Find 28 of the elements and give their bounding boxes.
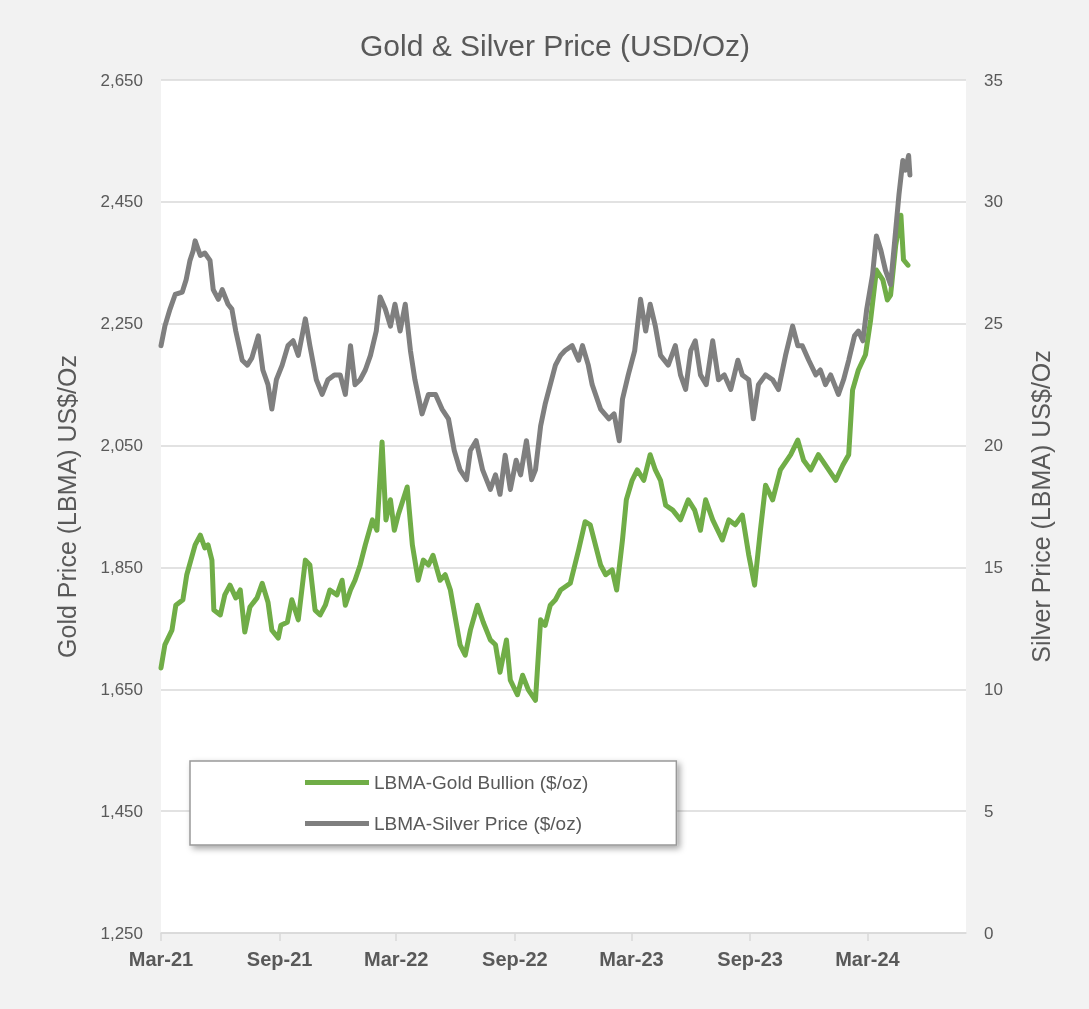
y-tick-label: 2,650 bbox=[100, 70, 143, 90]
y-tick-label: 1,650 bbox=[100, 679, 143, 699]
y2-tick-label: 25 bbox=[984, 314, 1003, 334]
y2-tick-label: 15 bbox=[984, 557, 1003, 577]
y2-tick-label: 5 bbox=[984, 801, 994, 821]
legend-label: LBMA-Gold Bullion ($/oz) bbox=[374, 772, 589, 793]
legend-label: LBMA-Silver Price ($/oz) bbox=[374, 813, 582, 834]
y2-tick-label: 35 bbox=[984, 70, 1003, 90]
y2-tick-label: 20 bbox=[984, 436, 1003, 456]
x-tick-label: Mar-23 bbox=[599, 948, 664, 970]
y-tick-label: 2,050 bbox=[100, 436, 143, 456]
y2-tick-label: 10 bbox=[984, 679, 1003, 699]
chart-title: Gold & Silver Price (USD/Oz) bbox=[359, 28, 751, 62]
y-tick-label: 1,250 bbox=[100, 923, 143, 943]
y-tick-label: 2,450 bbox=[100, 192, 143, 212]
y-axis-title: Gold Price (LBMA) US$/Oz bbox=[52, 355, 81, 658]
y2-tick-label: 30 bbox=[984, 192, 1003, 212]
x-tick-label: Sep-21 bbox=[246, 948, 313, 970]
y2-tick-label: 0 bbox=[984, 923, 994, 943]
x-tick-label: Mar-24 bbox=[835, 948, 901, 970]
y-tick-label: 1,850 bbox=[100, 557, 143, 577]
x-tick-label: Sep-23 bbox=[717, 948, 783, 970]
y2-axis-title: Silver Price (LBMA) US$/Oz bbox=[1026, 350, 1055, 663]
y-tick-label: 1,450 bbox=[100, 801, 143, 821]
x-tick-label: Sep-22 bbox=[482, 948, 548, 970]
x-tick-label: Mar-21 bbox=[128, 948, 194, 970]
y-tick-label: 2,250 bbox=[100, 314, 143, 334]
x-tick-label: Mar-22 bbox=[364, 948, 429, 970]
